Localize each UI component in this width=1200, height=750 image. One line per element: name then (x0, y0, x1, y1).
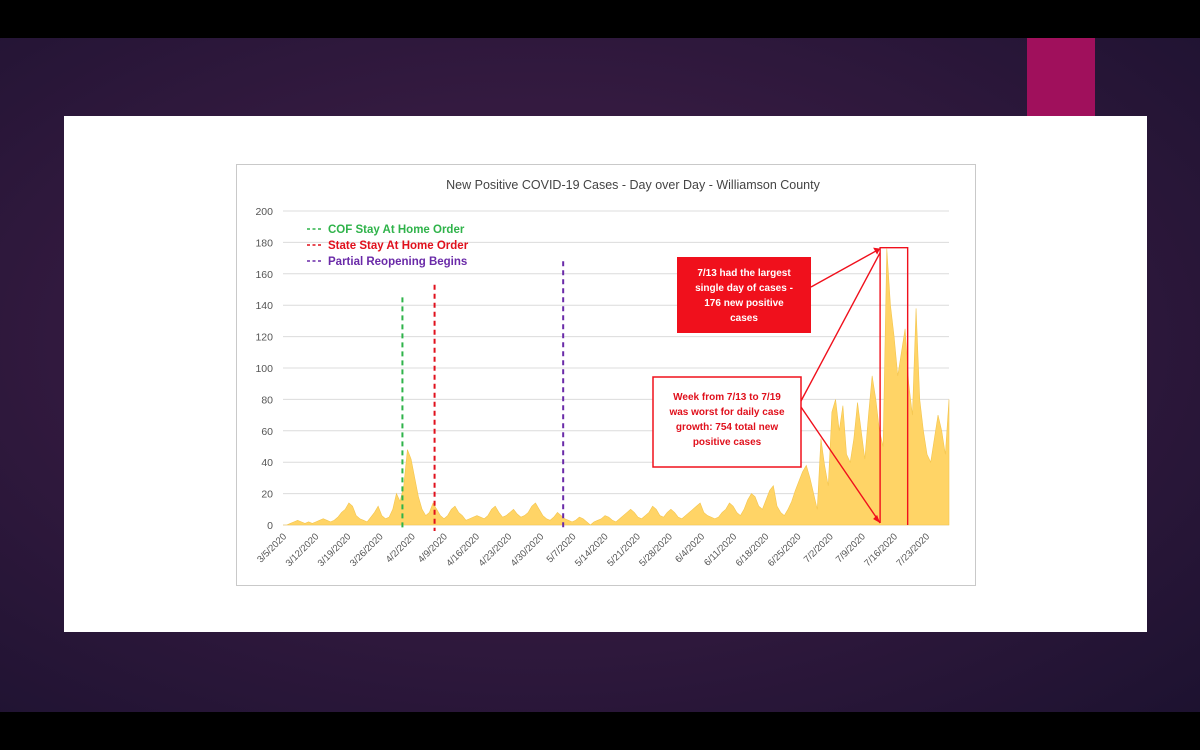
legend-label: State Stay At Home Order (328, 240, 469, 252)
x-tick-label: 4/2/2020 (384, 531, 418, 565)
x-tick-label: 6/25/2020 (766, 531, 804, 569)
y-tick-label: 80 (261, 394, 273, 406)
x-tick-label: 6/18/2020 (734, 531, 772, 569)
x-tick-label: 7/23/2020 (894, 531, 932, 569)
y-tick-label: 100 (255, 363, 273, 375)
chart: 0204060801001201401601802003/5/20203/12/… (255, 178, 950, 569)
x-tick-label: 5/14/2020 (573, 531, 611, 569)
x-tick-label: 3/12/2020 (284, 531, 322, 569)
y-tick-label: 20 (261, 489, 273, 501)
annotation-text: 7/13 had the largest (697, 268, 791, 279)
callout-line (810, 248, 881, 288)
annotation-text: growth: 754 total new (676, 422, 778, 433)
annotation-text: single day of cases - (695, 283, 793, 294)
x-tick-label: 5/28/2020 (637, 531, 675, 569)
annotation-box (677, 257, 811, 333)
x-tick-label: 4/16/2020 (444, 531, 482, 569)
annotation-text: was worst for daily case (668, 407, 784, 418)
legend-label: COF Stay At Home Order (328, 224, 465, 236)
y-tick-label: 0 (267, 520, 273, 532)
y-tick-label: 120 (255, 332, 273, 344)
callout-line (800, 406, 881, 524)
arrow-head (873, 247, 881, 255)
y-tick-label: 200 (255, 206, 273, 218)
y-tick-label: 180 (255, 237, 273, 249)
x-tick-label: 6/11/2020 (702, 531, 739, 568)
x-tick-label: 7/16/2020 (862, 531, 900, 569)
annotation-box (652, 376, 802, 468)
presentation-background: 0 20 40 60 80 100 120 140 160 180 200 3/5/2020 3/12/… (0, 38, 1200, 712)
x-tick-label: 3/26/2020 (348, 531, 386, 569)
chart-frame: 0 20 40 60 80 100 120 140 160 180 200 3/5/2020 3/12/… (236, 164, 976, 586)
legend-label: Partial Reopening Begins (328, 256, 467, 268)
annotation-text: cases (730, 313, 758, 324)
series-area (283, 248, 950, 526)
y-tick-label: 60 (261, 426, 273, 438)
y-tick-label: 140 (255, 300, 273, 312)
x-tick-label: 7/2/2020 (802, 531, 836, 565)
x-tick-label: 5/21/2020 (605, 531, 643, 569)
x-tick-label: 4/23/2020 (477, 531, 515, 569)
callout-line (800, 252, 881, 402)
annotation-text: 176 new positive (704, 298, 784, 309)
y-tick-label: 160 (255, 269, 273, 281)
slide: 0 20 40 60 80 100 120 140 160 180 200 3/5/2020 3/12/… (64, 116, 1147, 632)
annotation-text: positive cases (693, 437, 762, 448)
x-tick-label: 4/30/2020 (509, 531, 547, 569)
chart-title: New Positive COVID-19 Cases - Day over D… (446, 178, 820, 192)
y-tick-label: 40 (261, 457, 273, 469)
x-tick-label: 3/19/2020 (316, 531, 354, 569)
arrow-head (873, 515, 881, 523)
annotation-text: Week from 7/13 to 7/19 (673, 392, 781, 403)
week-bracket (879, 246, 909, 525)
